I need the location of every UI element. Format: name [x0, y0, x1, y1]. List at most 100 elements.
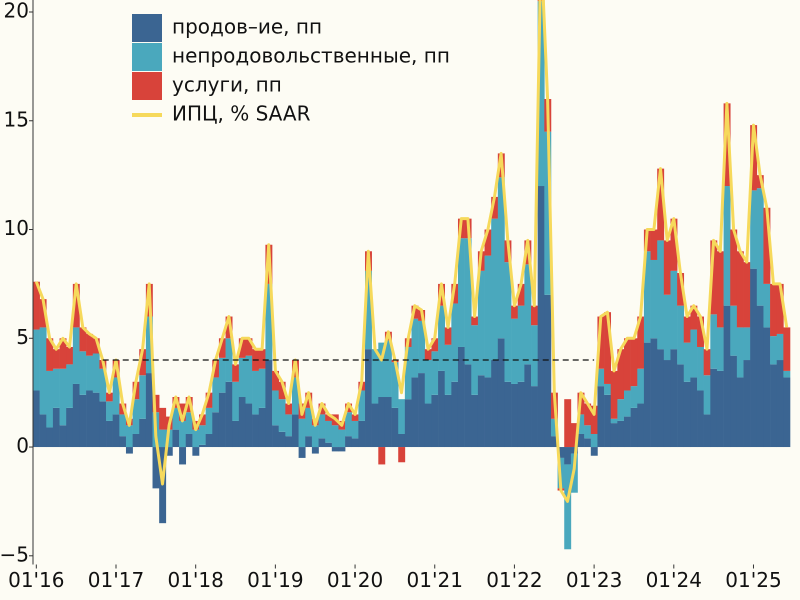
bar — [597, 368, 605, 387]
bar — [159, 429, 167, 448]
bar — [517, 381, 525, 448]
bar — [371, 349, 379, 404]
bar — [531, 386, 538, 448]
bar — [604, 383, 612, 395]
bar — [504, 262, 512, 382]
bar — [630, 386, 638, 408]
bar — [106, 420, 113, 448]
bar — [33, 329, 40, 391]
x-tick-label: 01'20 — [327, 568, 383, 592]
bar — [218, 338, 226, 358]
bar — [172, 429, 180, 448]
bar — [325, 420, 333, 443]
bar — [590, 447, 598, 456]
bar — [610, 418, 618, 424]
bar — [345, 412, 353, 437]
bar — [703, 414, 711, 448]
legend-label: услуги, пп — [172, 73, 282, 97]
bar — [291, 377, 299, 415]
bar — [365, 270, 372, 350]
bar — [623, 390, 631, 417]
bar — [504, 381, 512, 448]
bar — [358, 420, 366, 448]
bar — [59, 425, 67, 448]
x-tick-label: 01'19 — [247, 568, 303, 592]
bar — [650, 259, 658, 339]
bar — [59, 368, 67, 426]
bar — [66, 346, 74, 365]
bar — [418, 373, 426, 448]
bar — [192, 447, 200, 456]
bar — [710, 314, 718, 369]
bar — [643, 342, 651, 448]
bar — [351, 414, 359, 421]
bar — [106, 401, 113, 421]
bar — [584, 438, 592, 448]
bar — [192, 429, 200, 448]
bar — [378, 397, 386, 448]
bar — [584, 403, 592, 426]
bar — [484, 255, 492, 378]
bar — [756, 305, 764, 448]
bar — [477, 375, 485, 448]
bar — [245, 355, 253, 404]
bar — [225, 381, 233, 448]
bar — [305, 407, 313, 437]
bar — [351, 438, 359, 448]
bar — [384, 340, 392, 398]
bar — [66, 407, 74, 448]
bar — [677, 273, 685, 306]
bar — [205, 407, 213, 434]
bar — [52, 368, 60, 408]
bar — [677, 305, 685, 365]
plot — [33, 0, 791, 550]
bar — [238, 338, 246, 358]
bar — [86, 355, 94, 391]
bar — [637, 316, 645, 369]
bar — [345, 436, 353, 448]
bar — [318, 403, 326, 415]
bar — [570, 423, 578, 448]
bar — [331, 425, 339, 448]
bar — [531, 325, 538, 387]
bar — [451, 303, 459, 382]
bar — [391, 407, 399, 448]
bar — [291, 414, 299, 448]
bar — [657, 240, 665, 350]
bar — [604, 394, 612, 448]
legend-label: непродовольственные, пп — [172, 44, 450, 68]
bar — [404, 346, 412, 400]
bar — [358, 390, 366, 421]
bar — [245, 338, 253, 356]
bar — [670, 218, 678, 271]
bar — [52, 349, 60, 369]
legend-label: продов–ие, пп — [172, 15, 322, 39]
bar — [444, 394, 452, 448]
bar — [145, 373, 153, 448]
bar — [278, 399, 286, 432]
bar — [564, 447, 572, 465]
bar — [763, 327, 771, 448]
x-tick-label: 01'18 — [167, 568, 223, 592]
bar — [311, 425, 319, 448]
x-tick-label: 01'25 — [725, 568, 781, 592]
bar — [763, 283, 771, 328]
bar — [670, 270, 678, 350]
bar — [424, 360, 432, 404]
bar — [590, 433, 598, 448]
bar — [411, 377, 419, 448]
bar — [72, 327, 80, 384]
bar — [212, 412, 220, 448]
bar — [697, 390, 704, 448]
bar — [52, 407, 60, 448]
bar — [690, 329, 698, 378]
bar — [770, 336, 778, 365]
bar — [431, 394, 439, 448]
bar — [464, 238, 472, 365]
bar — [763, 207, 771, 284]
bar — [617, 349, 625, 400]
bar — [258, 407, 266, 448]
bar — [325, 414, 333, 421]
bar — [232, 364, 240, 382]
bar — [750, 125, 758, 191]
